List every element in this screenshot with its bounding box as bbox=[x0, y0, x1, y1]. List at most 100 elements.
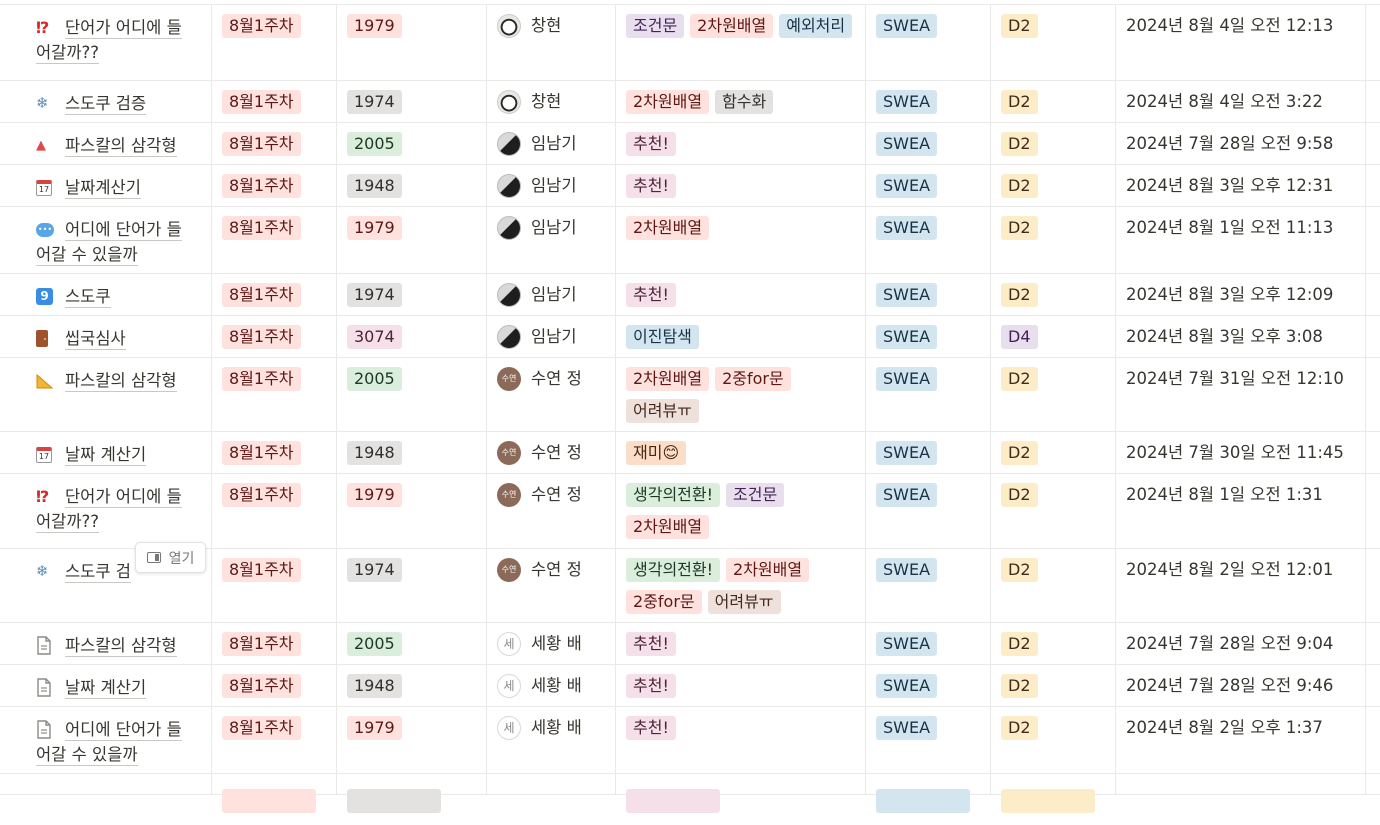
tags-multiselect[interactable]: 추천! bbox=[626, 283, 861, 315]
tags-multiselect[interactable]: 추천! bbox=[626, 674, 861, 706]
problem-number-select[interactable]: 1974 bbox=[347, 558, 482, 590]
site-select[interactable]: SWEA bbox=[876, 367, 986, 399]
problem-number-select[interactable]: 3074 bbox=[347, 325, 482, 357]
level-select[interactable]: D2 bbox=[1001, 283, 1111, 315]
problem-number-select[interactable]: 1948 bbox=[347, 441, 482, 473]
person-field[interactable]: 임남기 bbox=[497, 174, 577, 198]
tags-multiselect[interactable]: 이진탐색 bbox=[626, 325, 861, 357]
site-select[interactable]: SWEA bbox=[876, 174, 986, 206]
site-select[interactable]: SWEA bbox=[876, 14, 986, 46]
week-select[interactable]: 8월1주차 bbox=[222, 216, 332, 248]
person-field[interactable]: 세 세황 배 bbox=[497, 716, 582, 740]
week-select[interactable]: 8월1주차 bbox=[222, 174, 332, 206]
tags-multiselect[interactable]: 2차원배열 2중for문어려뷰ㅠ bbox=[626, 367, 861, 431]
week-select[interactable]: 8월1주차 bbox=[222, 716, 332, 748]
week-select[interactable]: 8월1주차 bbox=[222, 483, 332, 515]
site-select[interactable]: SWEA bbox=[876, 90, 986, 122]
week-select[interactable]: 8월1주차 bbox=[222, 283, 332, 315]
level-select[interactable]: D2 bbox=[1001, 367, 1111, 399]
problem-number-select[interactable]: 1974 bbox=[347, 283, 482, 315]
site-select[interactable]: SWEA bbox=[876, 216, 986, 248]
page-title-link[interactable]: 17 날짜계산기 bbox=[36, 175, 206, 200]
page-title-link[interactable]: ❄ 스도쿠 검증 bbox=[36, 91, 206, 116]
problem-number-select[interactable]: 1974 bbox=[347, 90, 482, 122]
tags-multiselect[interactable]: 추천! bbox=[626, 632, 861, 664]
page-title-link[interactable]: ⁉ 단어가 어디에 들 어갈까?? bbox=[36, 15, 206, 65]
person-field[interactable]: 세 세황 배 bbox=[497, 674, 582, 698]
page-title-link[interactable]: 17 날짜 계산기 bbox=[36, 442, 206, 467]
page-title-link[interactable]: 파스칼의 삼각형 bbox=[36, 368, 206, 393]
tags-multiselect[interactable]: 추천! bbox=[626, 174, 861, 206]
week-select[interactable]: 8월1주차 bbox=[222, 632, 332, 664]
week-select[interactable]: 8월1주차 bbox=[222, 674, 332, 706]
week-select[interactable]: 8월1주차 bbox=[222, 441, 332, 473]
tags-multiselect[interactable]: 2차원배열 함수화 bbox=[626, 90, 861, 122]
person-field[interactable]: 임남기 bbox=[497, 216, 577, 240]
tags-multiselect[interactable]: 재미😊 bbox=[626, 441, 861, 473]
tags-multiselect[interactable]: 생각의전환! 조건문 2차원배열 bbox=[626, 483, 861, 547]
problem-number-select[interactable]: 2005 bbox=[347, 367, 482, 399]
level-select[interactable]: D2 bbox=[1001, 483, 1111, 515]
tags-multiselect[interactable]: 조건문 2차원배열 예외처리 bbox=[626, 14, 861, 46]
level-select[interactable]: D2 bbox=[1001, 174, 1111, 206]
week-select[interactable]: 8월1주차 bbox=[222, 132, 332, 164]
tags-multiselect[interactable]: 2차원배열 bbox=[626, 216, 861, 248]
level-select[interactable]: D2 bbox=[1001, 632, 1111, 664]
level-select[interactable]: D2 bbox=[1001, 558, 1111, 590]
extra-cell bbox=[1366, 207, 1380, 273]
week-select[interactable]: 8월1주차 bbox=[222, 90, 332, 122]
site-select[interactable]: SWEA bbox=[876, 674, 986, 706]
level-select[interactable]: D2 bbox=[1001, 441, 1111, 473]
problem-number-select[interactable]: 1979 bbox=[347, 216, 482, 248]
person-field[interactable]: 수연 수연 정 bbox=[497, 558, 582, 582]
person-field[interactable]: 수연 수연 정 bbox=[497, 367, 582, 391]
problem-number-select[interactable]: 1948 bbox=[347, 674, 482, 706]
problem-number-select[interactable]: 2005 bbox=[347, 132, 482, 164]
problem-number-select[interactable]: 1948 bbox=[347, 174, 482, 206]
site-select[interactable]: SWEA bbox=[876, 558, 986, 590]
tags-multiselect[interactable]: 추천! bbox=[626, 716, 861, 748]
person-field[interactable]: 세 세황 배 bbox=[497, 632, 582, 656]
week-select[interactable]: 8월1주차 bbox=[222, 558, 332, 590]
page-title-link[interactable]: ❄ 스도쿠 검 bbox=[36, 559, 206, 584]
problem-number-select[interactable]: 1979 bbox=[347, 716, 482, 748]
tags-multiselect[interactable]: 생각의전환! 2차원배열 2중for문 어려뷰ㅠ bbox=[626, 558, 861, 622]
page-title-link[interactable]: ⁉ 단어가 어디에 들 어갈까?? bbox=[36, 484, 206, 534]
problem-number-select[interactable]: 1979 bbox=[347, 14, 482, 46]
level-select[interactable]: D2 bbox=[1001, 716, 1111, 748]
person-field[interactable]: 임남기 bbox=[497, 283, 577, 307]
page-title-link[interactable]: 파스칼의 삼각형 bbox=[36, 633, 206, 658]
site-select[interactable]: SWEA bbox=[876, 132, 986, 164]
site-select[interactable]: SWEA bbox=[876, 441, 986, 473]
tags-multiselect[interactable]: 추천! bbox=[626, 132, 861, 164]
level-select[interactable]: D2 bbox=[1001, 216, 1111, 248]
person-field[interactable]: 창현 bbox=[497, 90, 561, 114]
open-page-button[interactable]: 열기 bbox=[135, 542, 206, 573]
week-select[interactable]: 8월1주차 bbox=[222, 367, 332, 399]
week-select[interactable]: 8월1주차 bbox=[222, 325, 332, 357]
person-field[interactable]: 창현 bbox=[497, 14, 561, 38]
page-title-link[interactable]: 9 스도쿠 bbox=[36, 284, 206, 309]
level-select[interactable]: D2 bbox=[1001, 674, 1111, 706]
site-select[interactable]: SWEA bbox=[876, 325, 986, 357]
page-title-link[interactable]: 어디에 단어가 들 어갈 수 있을까 bbox=[36, 717, 206, 767]
person-field[interactable]: 수연 수연 정 bbox=[497, 483, 582, 507]
site-select[interactable]: SWEA bbox=[876, 632, 986, 664]
page-title-link[interactable]: 날짜 계산기 bbox=[36, 675, 206, 700]
page-title-link[interactable]: 씹국심사 bbox=[36, 326, 206, 351]
level-select[interactable]: D2 bbox=[1001, 14, 1111, 46]
level-select[interactable]: D4 bbox=[1001, 325, 1111, 357]
site-select[interactable]: SWEA bbox=[876, 483, 986, 515]
page-title-link[interactable]: ▲ 파스칼의 삼각형 bbox=[36, 133, 206, 158]
problem-number-select[interactable]: 1979 bbox=[347, 483, 482, 515]
problem-number-select[interactable]: 2005 bbox=[347, 632, 482, 664]
site-select[interactable]: SWEA bbox=[876, 283, 986, 315]
person-field[interactable]: 수연 수연 정 bbox=[497, 441, 582, 465]
level-select[interactable]: D2 bbox=[1001, 90, 1111, 122]
week-select[interactable]: 8월1주차 bbox=[222, 14, 332, 46]
level-select[interactable]: D2 bbox=[1001, 132, 1111, 164]
person-field[interactable]: 임남기 bbox=[497, 325, 577, 349]
page-title-link[interactable]: ••• 어디에 단어가 들 어갈 수 있을까 bbox=[36, 217, 206, 267]
site-select[interactable]: SWEA bbox=[876, 716, 986, 748]
person-field[interactable]: 임남기 bbox=[497, 132, 577, 156]
